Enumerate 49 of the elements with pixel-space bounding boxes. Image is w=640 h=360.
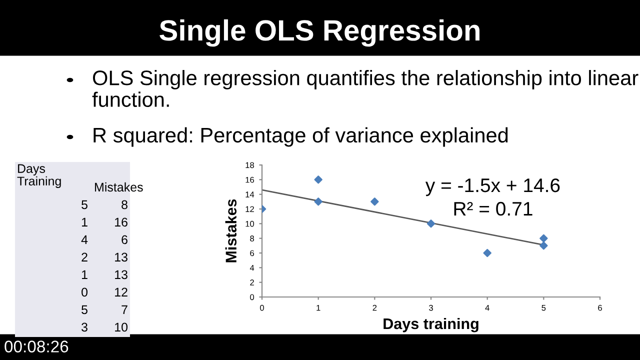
text: 10 bbox=[115, 322, 128, 332]
text: 0 bbox=[82, 288, 88, 297]
text: 7 bbox=[122, 305, 128, 314]
y-axis-title: Mistakes bbox=[225, 199, 237, 262]
text: Days Training bbox=[17, 164, 61, 188]
text: 4 bbox=[81, 235, 88, 244]
text: 3 bbox=[82, 322, 88, 332]
y-tick-label: 12 bbox=[246, 206, 254, 212]
text: OLS Single regression quantifies the relationship into linear function. bbox=[92, 70, 638, 107]
point bbox=[540, 234, 548, 242]
y-tick-label: 4 bbox=[250, 264, 254, 271]
text: 16 bbox=[115, 218, 128, 227]
annotation: R² = 0.71 bbox=[454, 202, 532, 216]
y-tick-label: 0 bbox=[250, 294, 254, 300]
text: 8 bbox=[122, 200, 128, 210]
y-tick-label: 2 bbox=[250, 280, 254, 286]
text: 2 bbox=[82, 252, 88, 262]
x-tick-label: 2 bbox=[372, 304, 377, 311]
y-tick-label: 8 bbox=[250, 236, 254, 242]
y-tick-label: 6 bbox=[250, 250, 254, 256]
text: 6 bbox=[122, 235, 128, 244]
x-tick-label: 6 bbox=[598, 304, 602, 311]
point bbox=[314, 176, 322, 184]
x-tick-label: 3 bbox=[429, 304, 433, 311]
y-tick-label: 10 bbox=[246, 220, 254, 227]
x-tick-label: 1 bbox=[316, 304, 320, 311]
x-tick-label: 4 bbox=[485, 304, 490, 311]
text: 13 bbox=[115, 270, 128, 280]
point bbox=[483, 248, 492, 258]
text: Mistakes bbox=[95, 182, 143, 192]
text: 1 bbox=[82, 270, 88, 279]
point bbox=[426, 220, 436, 228]
x-axis-title: Days training bbox=[384, 318, 478, 332]
y-tick-label: 16 bbox=[246, 176, 254, 183]
text: R squared: Percentage of variance explained bbox=[94, 127, 508, 147]
x-tick-label: 5 bbox=[542, 304, 546, 311]
text: 5 bbox=[82, 200, 88, 210]
text: 12 bbox=[115, 288, 128, 296]
y-tick-label: 14 bbox=[246, 192, 254, 198]
text: 13 bbox=[115, 252, 128, 262]
annotation: y = -1.5x + 14.6 bbox=[425, 178, 560, 196]
text: 1 bbox=[82, 218, 88, 226]
chart-title: Single OLS Regression bbox=[160, 19, 480, 47]
y-tick-label: 18 bbox=[246, 162, 254, 168]
point bbox=[540, 242, 548, 250]
point bbox=[314, 198, 322, 206]
x-tick-label: 0 bbox=[260, 304, 264, 311]
point bbox=[370, 198, 379, 206]
text: 00:08:26 bbox=[4, 340, 68, 352]
